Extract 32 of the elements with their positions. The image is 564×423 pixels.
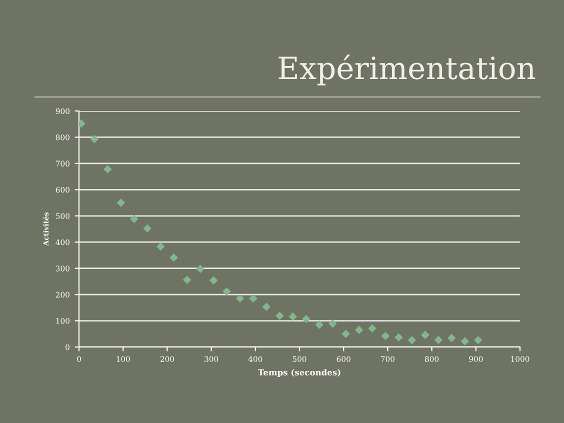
point [275,312,284,320]
point [354,326,364,334]
point [90,134,99,144]
point [182,276,192,284]
point [116,198,126,207]
point [249,294,258,303]
point [328,319,337,328]
point [368,324,376,333]
point [421,330,430,340]
point [302,314,310,324]
x-axis-title: Temps (secondes) [258,368,340,378]
point [474,336,482,344]
point [315,320,324,329]
point [104,165,112,174]
point [288,312,298,321]
point [222,287,231,296]
point [434,336,443,344]
point [447,334,456,342]
point [460,337,470,346]
point [209,276,218,285]
point [394,333,403,342]
point [196,264,204,274]
point [156,242,165,251]
point [262,302,271,312]
point [236,294,244,303]
point [342,330,350,338]
point [143,224,152,233]
point [130,214,138,224]
point [170,253,178,262]
point [381,332,390,340]
chart-title: Expérimentation [278,54,536,86]
point [408,336,416,344]
